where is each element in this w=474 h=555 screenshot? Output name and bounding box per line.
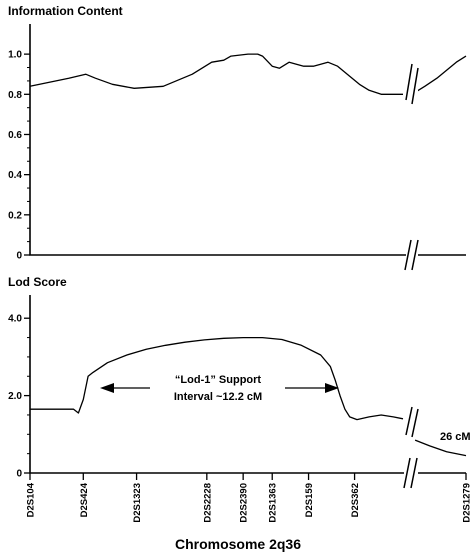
marker-label: D2S2228 xyxy=(202,483,213,523)
y-tick-label: 1.0 xyxy=(8,50,22,61)
y-tick-label: 0.6 xyxy=(8,130,22,141)
marker-labels: D2S104 D2S424 D2S1323 D2S2228 D2S2390 D2S1363… xyxy=(26,482,473,522)
y-tick-label: 0.4 xyxy=(8,170,22,181)
y-tick-label: 0.8 xyxy=(8,90,22,101)
annotation-background xyxy=(150,370,285,406)
marker-ticks xyxy=(29,473,467,480)
info-content-title: Information Content xyxy=(8,4,123,18)
axis-break-top xyxy=(404,62,419,271)
marker-label: D2S159 xyxy=(304,483,315,517)
marker-label: D2S424 xyxy=(79,482,90,517)
marker-label: D2S1323 xyxy=(132,483,143,523)
annotation-support: “Lod-1” Support xyxy=(175,374,261,386)
info-content-curve-tail xyxy=(414,55,467,93)
lod-score-curve xyxy=(30,336,404,421)
y-tick-label: 2.0 xyxy=(8,391,22,402)
annotation-interval: Interval ~12.2 cM xyxy=(174,391,262,403)
lod-score-title: Lod Score xyxy=(8,275,67,289)
y-tick-label: 0 xyxy=(16,251,22,262)
info-content-y-ticks: 0 0.2 0.4 0.6 0.8 1.0 xyxy=(8,50,30,262)
y-tick-label: 0 xyxy=(16,469,22,480)
y-tick-label: 4.0 xyxy=(8,314,22,325)
lod-score-curve-tail xyxy=(414,439,467,457)
annotation-26cm: 26 cM xyxy=(440,431,471,443)
axis-break-bottom xyxy=(403,405,419,489)
x-axis-label: Chromosome 2q36 xyxy=(175,536,301,552)
marker-label: D2S1279 xyxy=(462,483,473,523)
marker-label: D2S1363 xyxy=(268,483,279,523)
marker-label: D2S104 xyxy=(26,482,37,517)
y-tick-label: 0.2 xyxy=(8,210,22,221)
info-content-curve xyxy=(29,53,403,95)
marker-label: D2S2390 xyxy=(239,483,250,523)
info-content-axis xyxy=(29,24,466,256)
marker-label: D2S362 xyxy=(350,483,361,517)
lod-score-y-ticks: 0 2.0 4.0 xyxy=(8,314,30,480)
